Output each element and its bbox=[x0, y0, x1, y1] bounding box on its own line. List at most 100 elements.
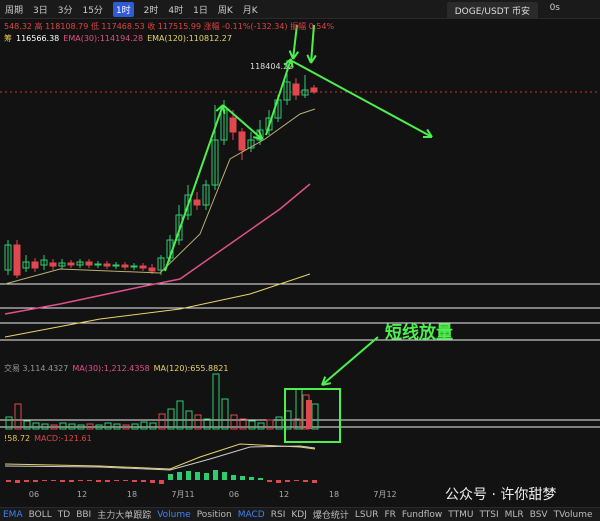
arrow-head bbox=[288, 50, 294, 60]
volume-bar bbox=[158, 413, 166, 430]
x-tick-label: 18 bbox=[127, 490, 137, 499]
timeframe-button[interactable]: 周K bbox=[217, 5, 233, 16]
pair-selector[interactable]: DOGE/USDT 币安 bbox=[446, 2, 538, 19]
indicator-tab[interactable]: TTSI bbox=[479, 509, 499, 520]
indicator-tab[interactable]: 主力大单跟踪 bbox=[97, 511, 152, 521]
timeframe-button[interactable]: 2时 bbox=[143, 5, 159, 16]
macd-bar bbox=[96, 480, 101, 482]
arrow-head bbox=[321, 382, 332, 386]
volume-value: MA(120):655.8821 bbox=[153, 364, 229, 373]
candle-body bbox=[67, 262, 75, 266]
macd-bar bbox=[276, 480, 281, 483]
volume-bar bbox=[140, 421, 148, 430]
macd-bar bbox=[213, 470, 218, 480]
candle-body bbox=[175, 214, 183, 241]
volume-bar bbox=[248, 420, 256, 430]
indicator-tab[interactable]: Volume bbox=[157, 509, 191, 520]
timeframe-button[interactable]: 3日 bbox=[33, 5, 48, 16]
timeframe-button[interactable]: 月K bbox=[242, 5, 258, 16]
macd-info: !58.72 MACD:-121.61 bbox=[4, 434, 96, 443]
ema-value: 116566.38 bbox=[16, 34, 60, 43]
candle-body bbox=[202, 184, 210, 206]
macd-bar bbox=[312, 480, 317, 483]
candle-body bbox=[292, 83, 300, 96]
x-tick-label: 12 bbox=[77, 490, 87, 499]
indicator-tab[interactable]: BBI bbox=[76, 509, 92, 520]
indicator-tab[interactable]: BSV bbox=[529, 509, 548, 520]
macd-bar bbox=[267, 480, 272, 482]
volume-bar bbox=[239, 418, 247, 430]
arrow bbox=[321, 336, 379, 386]
candle-body bbox=[94, 263, 102, 266]
macd-value: MACD:-121.61 bbox=[34, 434, 92, 443]
indicator-tab[interactable]: TVolume bbox=[553, 509, 593, 520]
timeframe-button[interactable]: 1时 bbox=[112, 1, 134, 17]
indicator-tab[interactable]: TD bbox=[57, 509, 71, 520]
indicator-tab[interactable]: RSI bbox=[270, 509, 286, 520]
timeframe-button[interactable]: 3分 bbox=[57, 5, 73, 16]
timeframe-button[interactable]: 15分 bbox=[82, 5, 103, 16]
macd-bar bbox=[258, 478, 263, 480]
timeframe-button[interactable]: 1日 bbox=[193, 5, 208, 16]
ema-info: 筹 116566.38 EMA(30):114194.28 EMA(120):1108… bbox=[4, 33, 236, 44]
indicator-tab[interactable]: TTMU bbox=[448, 509, 474, 520]
ema-value: EMA(30):114194.28 bbox=[63, 34, 144, 43]
macd-bar bbox=[159, 480, 164, 484]
macd-bar bbox=[285, 480, 290, 482]
macd-bar bbox=[87, 480, 92, 481]
candle-body bbox=[247, 139, 255, 149]
candle-body bbox=[229, 117, 237, 133]
macd-bar bbox=[123, 480, 128, 481]
arrow-head bbox=[321, 376, 327, 386]
arrow-head bbox=[257, 130, 263, 140]
macd-line bbox=[4, 443, 316, 470]
price-label: 118404.22 bbox=[250, 62, 293, 71]
candle-body bbox=[148, 267, 156, 272]
macd-bar bbox=[141, 480, 146, 482]
x-tick-label: 06 bbox=[29, 490, 39, 499]
ema-long bbox=[4, 273, 311, 338]
volume-bar bbox=[32, 422, 40, 430]
toolbar: DOGE/USDT 币安 0s 周期 3日 3分 15分 1时 2时 4时 1日 周K 月K bbox=[0, 0, 600, 19]
indicator-tab[interactable]: MLR bbox=[504, 509, 524, 520]
arrow-head bbox=[215, 104, 224, 112]
indicator-tab[interactable]: Position bbox=[196, 509, 232, 520]
arrow bbox=[310, 24, 315, 64]
volume-bar bbox=[221, 398, 229, 430]
volume-bar bbox=[122, 424, 130, 430]
macd-bar bbox=[294, 480, 299, 481]
macd-bar bbox=[195, 472, 200, 480]
candle-body bbox=[85, 261, 93, 266]
highlight-box bbox=[284, 388, 341, 443]
volume-bar bbox=[203, 418, 211, 430]
candle-body bbox=[238, 131, 246, 151]
arrow-head bbox=[252, 136, 263, 140]
indicator-tab[interactable]: KDJ bbox=[291, 509, 307, 520]
arrow-head bbox=[292, 51, 300, 60]
volume-bar bbox=[5, 416, 13, 430]
chart-canvas: 118404.22 短线放量 06 12 18 7月11 06 12 18 7月12 公众号 · 许… bbox=[0, 24, 600, 503]
indicator-tab[interactable]: BOLL bbox=[28, 509, 52, 520]
macd-bar bbox=[249, 477, 254, 480]
macd-bar bbox=[60, 480, 65, 482]
indicator-tab[interactable]: EMA bbox=[3, 509, 23, 520]
volume-bar bbox=[68, 423, 76, 430]
macd-bar bbox=[204, 473, 209, 480]
candle-body bbox=[58, 262, 66, 267]
indicator-tab[interactable]: 爆仓统计 bbox=[312, 511, 349, 521]
arrow bbox=[222, 104, 263, 140]
indicator-tab[interactable]: FR bbox=[384, 509, 396, 520]
timeframe-button[interactable]: 周期 bbox=[5, 5, 24, 16]
macd-bar bbox=[240, 476, 245, 480]
indicator-tab[interactable]: Fundflow bbox=[401, 509, 443, 520]
macd-value: !58.72 bbox=[4, 434, 31, 443]
timeframe-button[interactable]: 4时 bbox=[168, 5, 184, 16]
indicator-tabs: EMA BOLL TD BBI 主力大单跟踪 Volume Position MACD RSI K… bbox=[0, 507, 600, 521]
indicator-tab[interactable]: LSUR bbox=[354, 509, 379, 520]
arrow-head bbox=[306, 54, 312, 64]
macd-bar bbox=[51, 480, 56, 481]
indicator-tab[interactable]: MACD bbox=[237, 509, 265, 520]
candle-body bbox=[211, 139, 219, 186]
volume-value: MA(30):1,212.4358 bbox=[72, 364, 150, 373]
